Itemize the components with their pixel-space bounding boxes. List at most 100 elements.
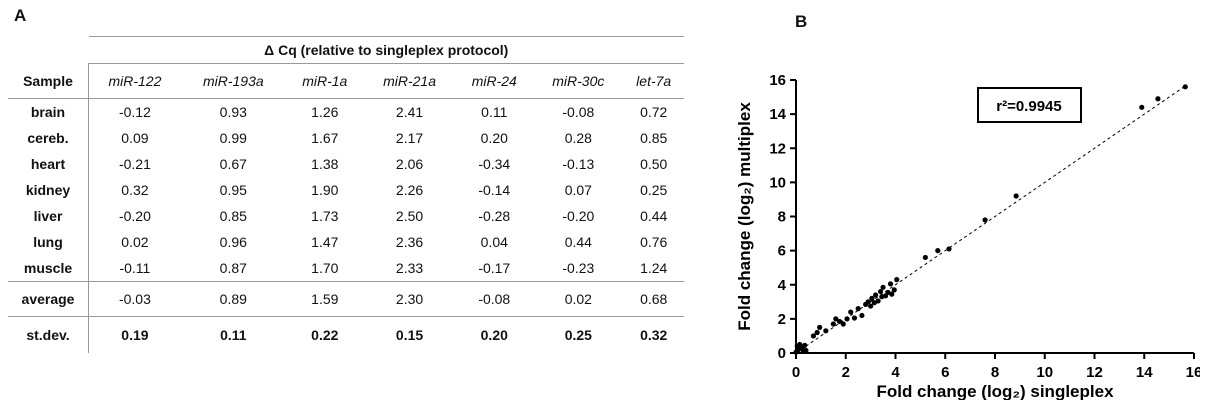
sample-cell: muscle	[8, 255, 89, 282]
sample-cell: brain	[8, 98, 89, 125]
x-tick-label: 12	[1086, 364, 1103, 381]
value-cell: 0.44	[564, 234, 592, 250]
sample-cell: cereb.	[8, 125, 89, 151]
value-cell: -0.11	[119, 260, 151, 276]
value-cell: 1.70	[311, 260, 339, 276]
value-cell: 0.02	[121, 234, 149, 250]
scatter-plot: 0 2 4 6 8 10 12 14 16 0 2 4 6 8 10 12 14 16 r²=0.9945 Fold …	[735, 72, 1200, 400]
data-point	[1155, 96, 1161, 102]
table-row: kidney 0.32 0.95 1.90 2.26 -0.14 0.07 0.25	[8, 177, 684, 203]
data-point	[873, 292, 879, 298]
data-point	[833, 316, 839, 322]
y-tick-label: 4	[778, 277, 787, 294]
value-cell: 2.50	[395, 208, 424, 224]
data-point	[840, 321, 846, 327]
x-axis-label: Fold change (log₂) singleplex	[876, 382, 1114, 400]
sample-cell: heart	[8, 151, 89, 177]
x-tick-label: 0	[792, 364, 800, 381]
value-cell: 0.96	[219, 234, 247, 250]
data-point	[823, 328, 829, 334]
value-cell: 2.06	[395, 156, 424, 172]
data-point	[946, 246, 952, 252]
column-header: miR-30c	[533, 63, 624, 99]
value-cell: 0.20	[480, 327, 508, 343]
x-tick-label: 16	[1186, 364, 1200, 381]
value-cell: 0.72	[640, 104, 668, 120]
sample-cell: st.dev.	[8, 316, 89, 353]
data-point	[868, 303, 874, 309]
value-cell: 0.44	[640, 208, 668, 224]
data-point	[982, 217, 988, 223]
data-point	[1013, 193, 1019, 199]
r-squared-box	[977, 87, 1082, 123]
y-axis-label: Fold change (log₂) multiplex	[735, 102, 754, 331]
value-cell: 0.11	[220, 327, 247, 343]
x-tick-label: 6	[941, 364, 949, 381]
x-tick-label: 4	[891, 364, 900, 381]
column-header: let-7a	[623, 63, 684, 99]
sample-header: Sample	[8, 63, 89, 99]
value-cell: 2.30	[363, 281, 456, 317]
y-tick-label: 10	[769, 174, 786, 191]
value-cell: 0.95	[219, 182, 247, 198]
y-tick-label: 0	[778, 345, 786, 362]
value-cell: -0.14	[478, 182, 511, 198]
value-cell: 0.25	[564, 327, 592, 343]
data-point	[855, 306, 861, 312]
value-cell: 2.33	[395, 260, 424, 276]
value-cell: 0.85	[219, 208, 247, 224]
data-point	[935, 248, 941, 254]
y-tick-label: 16	[769, 72, 786, 89]
value-cell: -0.23	[562, 260, 595, 276]
y-tick-label: 2	[778, 311, 786, 328]
value-cell: 0.67	[219, 156, 247, 172]
column-header: miR-1a	[285, 63, 364, 99]
value-cell: 0.32	[121, 182, 149, 198]
data-point	[1182, 84, 1188, 90]
value-cell: -0.34	[478, 156, 511, 172]
x-tick-label: 8	[991, 364, 999, 381]
value-cell: 0.32	[640, 327, 668, 343]
value-cell: 0.07	[564, 182, 592, 198]
value-cell: 0.50	[640, 156, 668, 172]
y-tick-label: 14	[769, 106, 786, 123]
value-cell: 0.89	[180, 281, 286, 317]
data-point	[848, 309, 854, 315]
value-cell: 0.76	[640, 234, 668, 250]
value-cell: 0.28	[564, 130, 592, 146]
data-point	[836, 318, 843, 325]
value-cell: -0.08	[455, 281, 534, 317]
value-cell: 0.19	[121, 327, 149, 343]
value-cell: 0.99	[219, 130, 247, 146]
value-cell: -0.03	[88, 281, 181, 317]
data-point	[859, 312, 865, 319]
data-point	[880, 284, 886, 290]
value-cell: 0.25	[640, 182, 668, 198]
y-tick-label: 12	[769, 140, 786, 157]
value-cell: 0.68	[623, 281, 684, 317]
data-point	[810, 333, 817, 339]
table-body: brain -0.12 0.93 1.26 2.41 0.11 -0.08 0.72 cereb…	[8, 98, 684, 353]
trend-line	[795, 84, 1187, 354]
data-point	[887, 281, 894, 287]
table-header-row: Sample miR-122 miR-193a miR-1a miR-21a miR-2…	[8, 63, 684, 99]
value-cell: -0.20	[118, 208, 151, 224]
value-cell: 0.87	[219, 260, 247, 276]
value-cell: 0.15	[395, 327, 424, 343]
table-row: cereb. 0.09 0.99 1.67 2.17 0.20 0.28 0.85	[8, 125, 684, 151]
value-cell: 2.26	[395, 182, 424, 198]
table-row: brain -0.12 0.93 1.26 2.41 0.11 -0.08 0.72	[8, 98, 684, 125]
value-cell: -0.13	[562, 156, 595, 172]
table-row: heart -0.21 0.67 1.38 2.06 -0.34 -0.13 0.50	[8, 151, 684, 177]
value-cell: 0.02	[533, 281, 624, 317]
value-cell: -0.21	[118, 156, 151, 172]
table-row: lung 0.02 0.96 1.47 2.36 0.04 0.44 0.76	[8, 229, 684, 255]
data-point	[865, 299, 871, 305]
data-point	[814, 329, 820, 336]
value-cell: 1.73	[311, 208, 339, 224]
value-cell: 0.09	[121, 130, 149, 146]
value-cell: -0.12	[118, 104, 151, 120]
column-header: miR-122	[88, 63, 181, 99]
value-cell: 0.20	[480, 130, 508, 146]
data-point	[803, 347, 809, 354]
